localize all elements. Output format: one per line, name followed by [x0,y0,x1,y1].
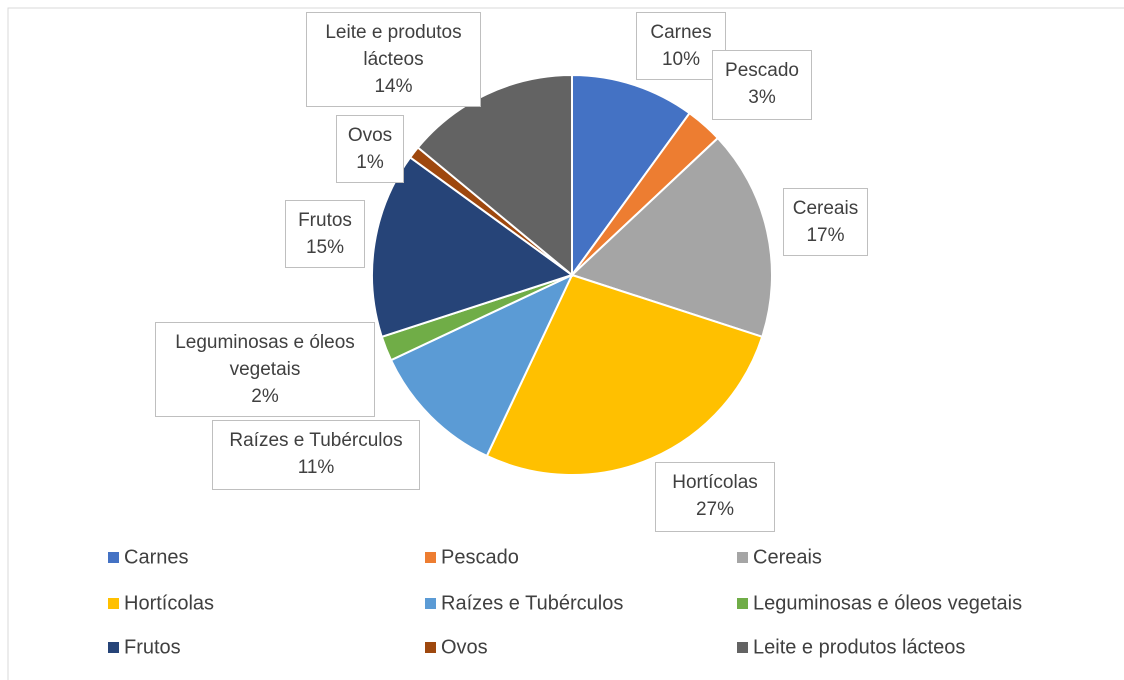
data-label-value: 1% [356,152,384,173]
data-label: Leguminosas e óleos vegetais 2% [155,322,375,417]
data-label-name: Frutos [298,210,352,231]
data-label-name: Cereais [792,198,859,219]
data-label-name: Hortícolas [672,472,758,493]
data-label: Ovos 1% [336,115,404,183]
legend-swatch [737,642,748,653]
legend-label: Leguminosas e óleos vegetais [753,592,1022,614]
pie-slice [571,73,691,279]
data-label-value: 2% [251,386,279,407]
data-label-name: Pescado [725,60,799,81]
data-label-value: 17% [806,225,845,246]
legend-label: Hortícolas [124,592,214,614]
legend-swatch [425,552,436,563]
data-label-value: 11% [297,457,335,478]
chart-frame [7,7,1124,680]
legend-label: Raízes e Tubérculos [441,592,623,614]
legend-label: Leite e produtos lácteos [753,636,965,658]
data-label: Pescado 3% [712,50,812,120]
legend-swatch [108,642,119,653]
data-label-name: Ovos [347,125,393,146]
legend-swatch [108,598,119,609]
data-label: Raízes e Tubérculos 11% [212,420,420,490]
data-label-value: 10% [661,49,701,70]
legend-label: Pescado [441,546,519,568]
data-label: Frutos 15% [285,200,365,268]
data-label-name: Carnes [650,22,712,43]
data-label-value: 27% [695,499,735,520]
pie-slice [389,272,575,458]
legend-swatch [425,642,436,653]
data-label: Carnes 10% [636,12,726,80]
pie-slice [485,273,764,476]
legend-swatch [737,552,748,563]
legend-swatch [108,552,119,563]
data-label-name: Raízes e Tubérculos [229,430,403,451]
legend-swatch [425,598,436,609]
data-label: Hortícolas 27% [655,462,775,532]
data-label-value: 15% [305,237,345,258]
legend-label: Carnes [124,546,188,568]
data-label-value: 14% [374,76,413,97]
data-label: Cereais 17% [783,188,868,256]
legend-label: Ovos [441,636,488,658]
legend-label: Frutos [124,636,181,658]
data-label-name: Leguminosas e óleos vegetais [175,332,355,380]
legend-label: Cereais [753,546,822,568]
data-label-name: Leite e produtos lácteos [325,22,462,70]
data-label-value: 3% [748,87,776,108]
pie-slice [570,136,773,339]
data-label: Leite e produtos lácteos 14% [306,12,481,107]
pie-slice [416,73,573,278]
legend-swatch [737,598,748,609]
